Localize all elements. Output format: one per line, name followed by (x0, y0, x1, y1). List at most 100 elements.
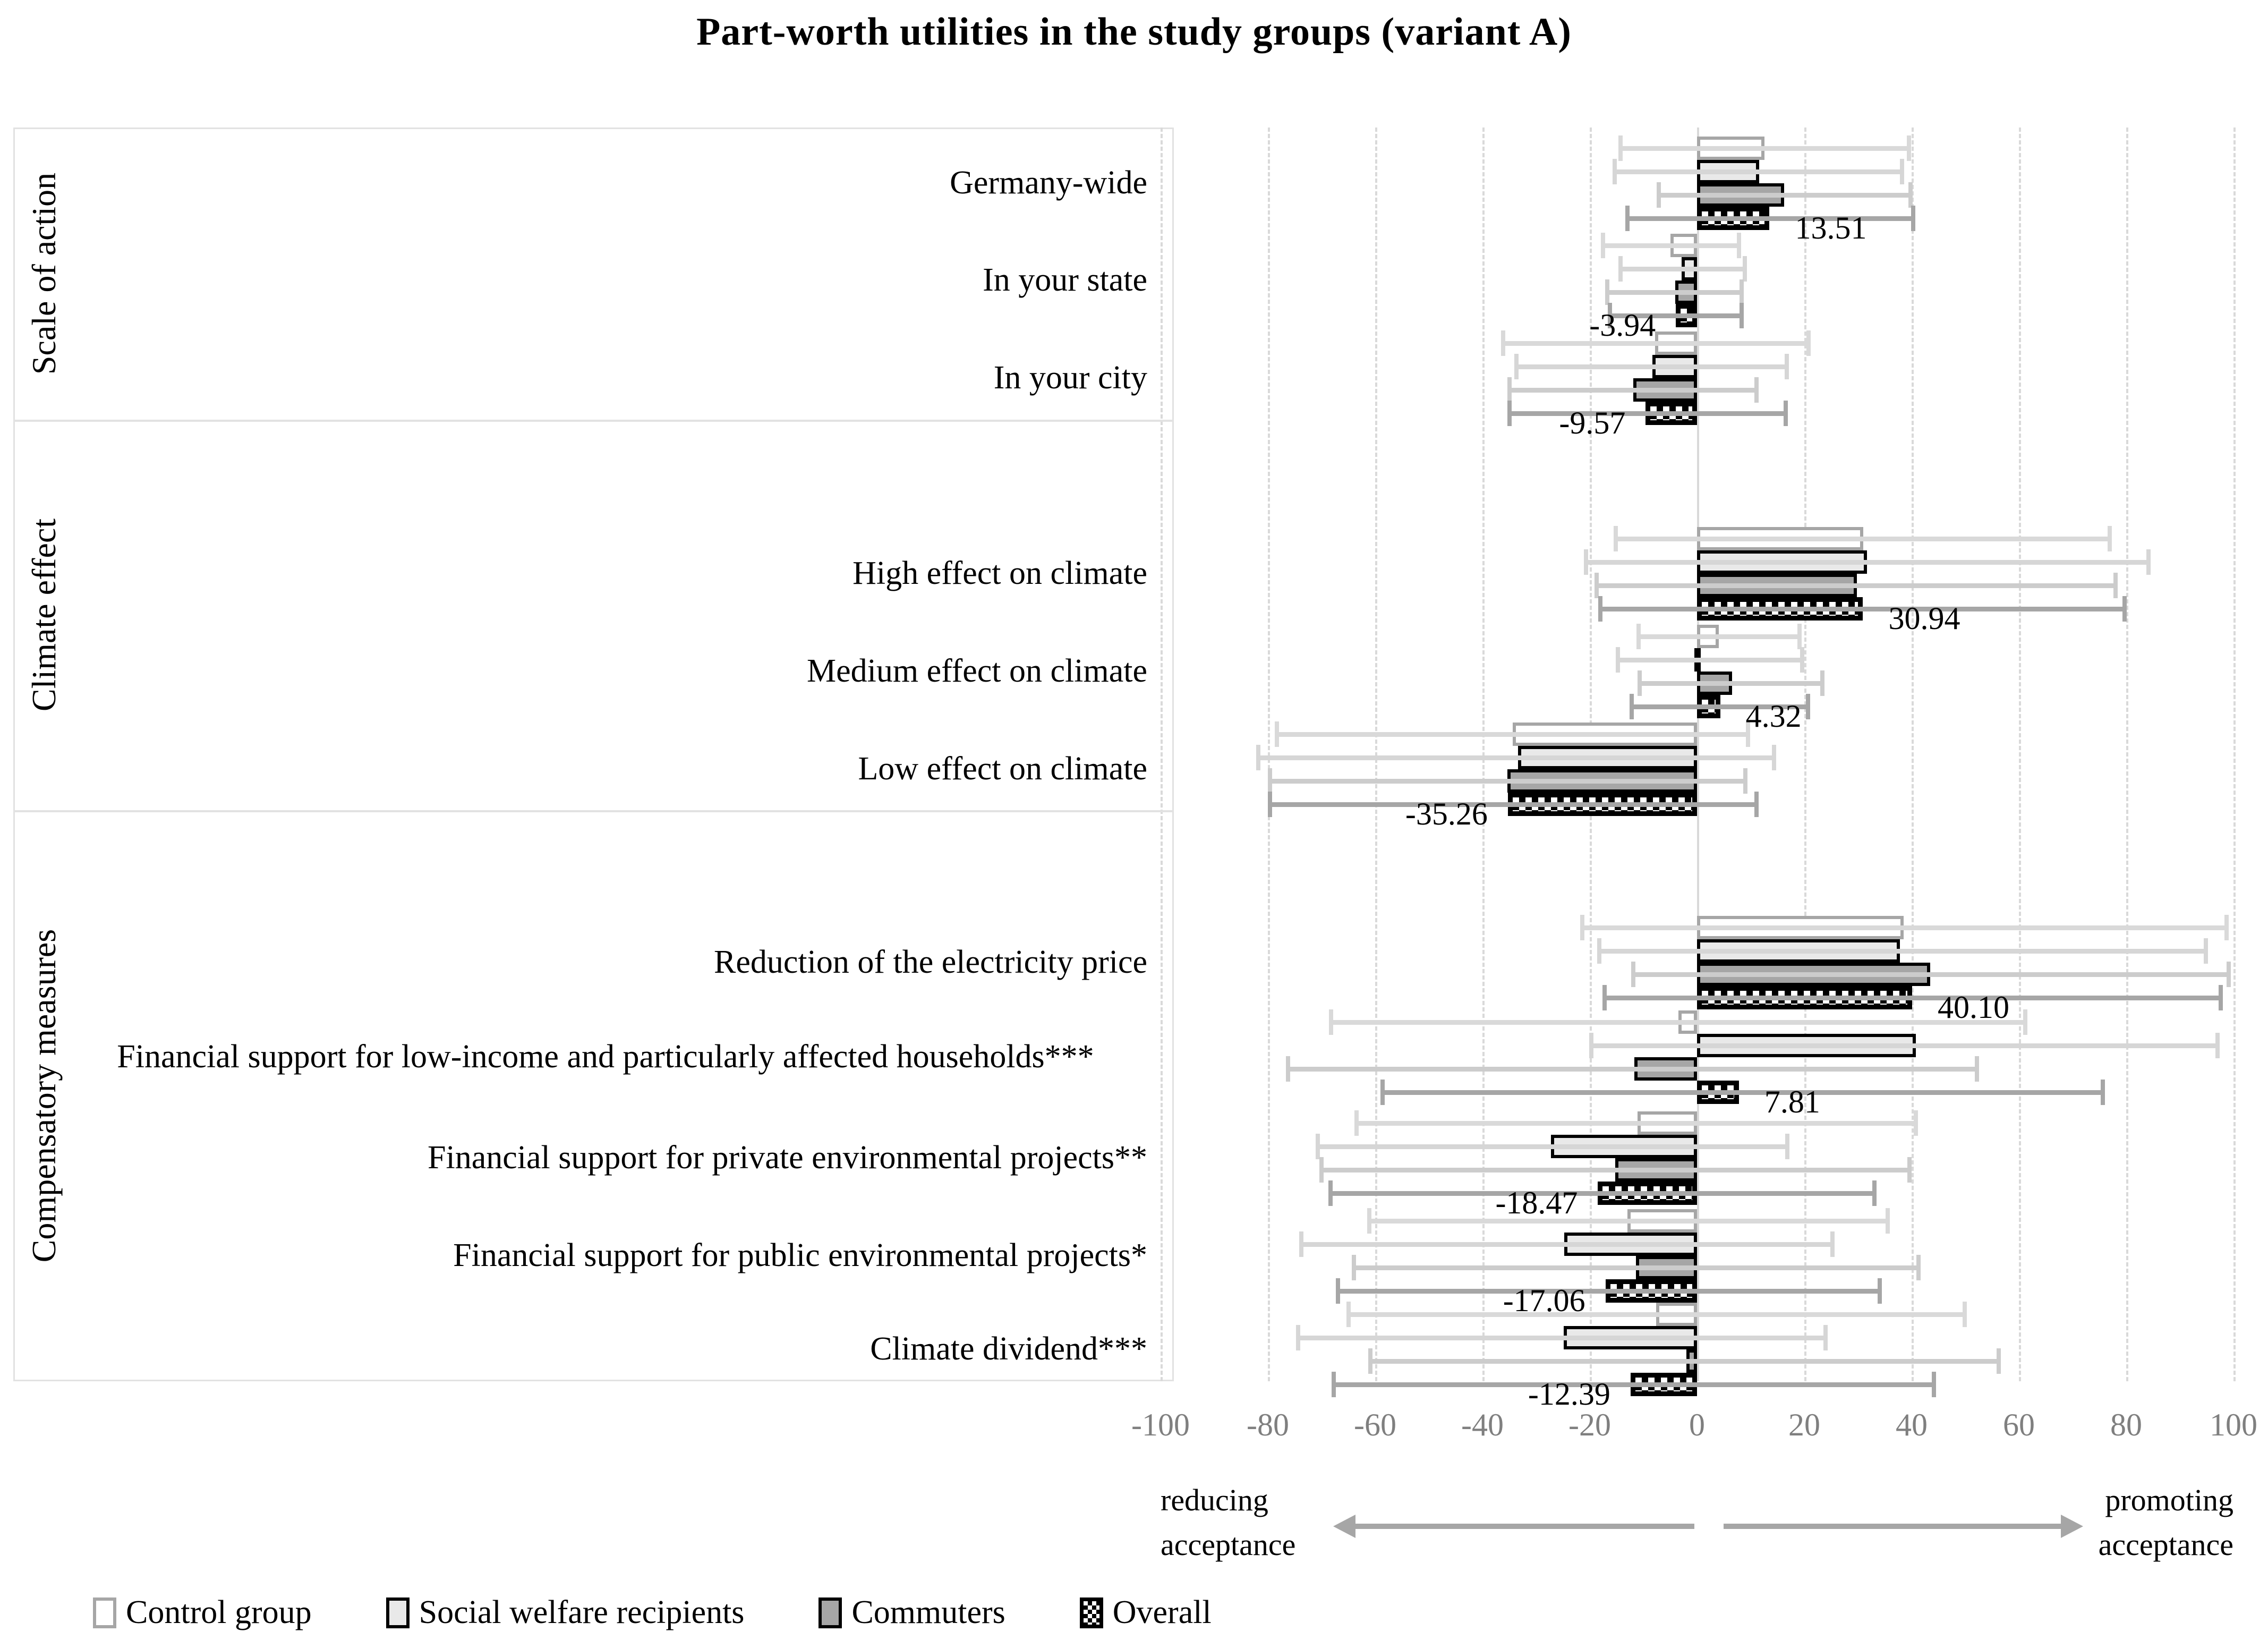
overall-value-label: 7.81 (1764, 1084, 1820, 1119)
error-bar-control (1277, 732, 1748, 737)
axis-label-promoting: promoting acceptance (2098, 1483, 2233, 1562)
row-label: Financial support for low-income and par… (117, 1039, 1094, 1075)
error-bar-commuters (1288, 1067, 1977, 1072)
error-bar-commuters (1370, 1359, 1999, 1364)
error-bar-cap (1916, 1255, 1921, 1280)
error-bar-cap (1618, 256, 1623, 282)
error-bar-cap (1872, 1180, 1877, 1206)
error-bar-social_welfare (1591, 1043, 2218, 1048)
legend-item-overall: Overall (1079, 1594, 1212, 1631)
gridline (1268, 128, 1270, 1381)
x-axis-tick: 40 (1896, 1407, 1928, 1442)
legend-label: Control group (126, 1594, 312, 1630)
x-axis-tick: 100 (2210, 1407, 2257, 1442)
error-bar-cap (1368, 1348, 1372, 1374)
error-bar-cap (2224, 915, 2229, 940)
error-bar-cap (1739, 279, 1744, 305)
x-axis-tick: -80 (1247, 1407, 1289, 1442)
legend-label: Commuters (851, 1594, 1005, 1630)
error-bar-social_welfare (1516, 364, 1787, 369)
error-bar-social_welfare (1258, 755, 1775, 760)
overall-value-label: 40.10 (1938, 990, 2009, 1025)
error-bar-cap (1996, 1348, 2001, 1374)
error-bar-overall (1338, 1289, 1880, 1294)
error-bar-cap (1899, 159, 1904, 184)
error-bar-commuters (1509, 388, 1757, 393)
error-bar-cap (1625, 206, 1630, 231)
section-label: Scale of action (25, 172, 63, 375)
error-bar-cap (1580, 915, 1584, 940)
row-label: In your state (983, 262, 1147, 299)
error-bar-cap (2023, 1009, 2028, 1035)
error-bar-overall (1610, 313, 1742, 318)
row-label: Reduction of the electricity price (714, 944, 1147, 981)
arrow-right-icon (2061, 1515, 2083, 1538)
arrow-right-line (1724, 1524, 2061, 1529)
error-bar-commuters (1659, 193, 1911, 198)
error-bar-cap (1657, 182, 1661, 208)
overall-value-label: -3.94 (1589, 308, 1656, 343)
row-label: Low effect on climate (858, 751, 1147, 787)
error-bar-cap (1878, 1278, 1882, 1304)
error-bar-cap (1637, 670, 1642, 696)
error-bar-cap (1299, 1231, 1303, 1257)
error-bar-overall (1605, 996, 2221, 1000)
error-bar-cap (1319, 1157, 1324, 1183)
error-bar-cap (2122, 596, 2127, 622)
error-bar-cap (1608, 303, 1613, 328)
error-bar-cap (1507, 377, 1512, 403)
section-divider (13, 420, 1174, 422)
error-bar-social_welfare (1301, 1242, 1832, 1247)
x-axis-tick: -60 (1354, 1407, 1396, 1442)
error-bar-social_welfare (1599, 949, 2206, 954)
error-bar-cap (1932, 1372, 1937, 1397)
category-label-box (13, 128, 1174, 1381)
error-bar-cap (1636, 624, 1641, 649)
overall-value-label: 4.32 (1745, 699, 1802, 734)
error-bar-cap (1595, 573, 1599, 598)
x-axis-tick: -20 (1568, 1407, 1611, 1442)
legend-label: Overall (1112, 1594, 1212, 1630)
error-bar-control (1603, 243, 1739, 248)
error-bar-cap (1800, 647, 1804, 673)
error-bar-overall (1631, 704, 1809, 709)
error-bar-cap (1256, 745, 1260, 770)
x-axis-tick: 60 (2003, 1407, 2035, 1442)
error-bar-cap (1631, 962, 1635, 987)
x-axis-tick: 0 (1689, 1407, 1705, 1442)
x-axis-tick: -100 (1131, 1407, 1190, 1442)
error-bar-social_welfare (1620, 267, 1745, 271)
error-bar-cap (1784, 354, 1789, 379)
error-bar-cap (1380, 1080, 1385, 1105)
error-bar-cap (1629, 694, 1634, 719)
error-bar-control (1620, 146, 1909, 151)
error-bar-control (1369, 1219, 1888, 1223)
error-bar-cap (1830, 1231, 1835, 1257)
error-bar-cap (1907, 1157, 1912, 1183)
error-bar-cap (2113, 573, 2118, 598)
error-bar-cap (1589, 1033, 1594, 1058)
error-bar-overall (1334, 1382, 1934, 1387)
error-bar-cap (1268, 792, 1273, 817)
error-bar-cap (1618, 135, 1623, 161)
overall-value-label: 30.94 (1888, 601, 1960, 636)
error-bar-cap (1613, 159, 1617, 184)
error-bar-cap (1602, 985, 1607, 1010)
error-bar-social_welfare (1298, 1336, 1826, 1340)
commuters-swatch-icon (818, 1597, 842, 1628)
legend-item-control: Control group (93, 1594, 312, 1631)
error-bar-cap (1275, 721, 1280, 747)
error-bar-cap (1597, 938, 1602, 964)
error-bar-cap (1739, 303, 1744, 328)
error-bar-cap (1614, 526, 1618, 551)
overall-value-label: -18.47 (1495, 1185, 1578, 1220)
error-bar-cap (1598, 596, 1603, 622)
error-bar-cap (1914, 1110, 1919, 1136)
error-bar-overall (1627, 216, 1914, 221)
section-label: Compensatory measures (25, 929, 63, 1263)
error-bar-cap (1962, 1302, 1967, 1327)
error-bar-commuters (1270, 779, 1745, 784)
error-bar-cap (1507, 401, 1512, 426)
row-label: Climate dividend*** (870, 1331, 1147, 1367)
